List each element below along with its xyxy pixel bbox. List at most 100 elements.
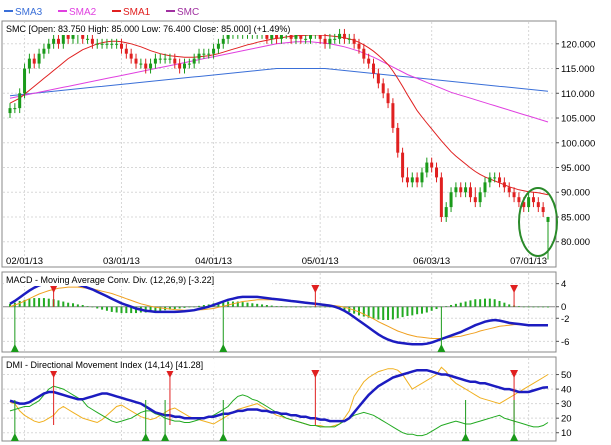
candle-body-92 xyxy=(454,187,458,193)
macd-histogram-bar-5 xyxy=(33,298,36,307)
legend-label-3: SMC xyxy=(177,7,199,18)
candle-body-38 xyxy=(192,58,196,64)
dmi-down-arrow-2 xyxy=(311,370,320,378)
date-tick-label-0: 02/01/13 xyxy=(6,256,43,267)
candle-body-22 xyxy=(115,43,119,45)
macd-histogram-bar-97 xyxy=(479,299,482,307)
price-ytick-label-6: 110.000 xyxy=(561,89,595,100)
macd-histogram-bar-58 xyxy=(290,306,293,308)
macd-histogram-bar-90 xyxy=(445,306,448,307)
macd-histogram-bar-80 xyxy=(396,306,399,319)
macd-ytick-label-1: 0 xyxy=(561,302,566,313)
candle-body-11 xyxy=(61,33,65,44)
dmi-up-arrow-5 xyxy=(510,433,519,441)
macd-histogram-bar-48 xyxy=(241,302,244,307)
dmi-ytick-label-4: 10 xyxy=(561,428,572,439)
legend-label-0: SMA3 xyxy=(15,7,43,18)
candle-body-18 xyxy=(95,43,99,45)
candle-body-86 xyxy=(425,162,429,173)
candle-body-41 xyxy=(207,53,211,55)
candle-body-25 xyxy=(129,53,133,59)
date-tick-label-5: 07/01/13 xyxy=(510,256,547,267)
dmi-up-arrow-0 xyxy=(10,433,19,441)
macd-histogram-bar-7 xyxy=(42,298,45,307)
macd-histogram-bar-43 xyxy=(217,302,220,307)
adx-line xyxy=(9,368,549,423)
date-tick-label-1: 03/01/13 xyxy=(103,256,140,267)
macd-histogram-bar-61 xyxy=(304,306,307,308)
candle-body-83 xyxy=(410,177,414,183)
price-ytick-label-8: 120.000 xyxy=(561,39,595,50)
macd-histogram-bar-4 xyxy=(28,298,31,307)
candle-body-97 xyxy=(478,192,482,203)
macd-histogram-bar-73 xyxy=(362,306,365,317)
date-tick-label-2: 04/01/13 xyxy=(195,256,232,267)
macd-histogram-bar-12 xyxy=(67,302,70,307)
candle-body-72 xyxy=(357,43,361,49)
macd-histogram-bar-95 xyxy=(469,300,472,307)
candle-body-87 xyxy=(430,162,434,168)
candle-body-2 xyxy=(18,93,22,109)
candle-body-33 xyxy=(168,58,172,60)
candle-body-90 xyxy=(444,207,448,217)
candle-body-80 xyxy=(396,127,400,153)
candle-body-13 xyxy=(71,33,75,39)
candle-body-29 xyxy=(149,63,153,69)
macd-histogram-bar-22 xyxy=(115,306,118,313)
candle-body-39 xyxy=(197,53,201,59)
macd-histogram-bar-111 xyxy=(547,306,549,308)
price-ytick-label-2: 90.000 xyxy=(561,188,590,199)
highlight-circle xyxy=(518,187,558,257)
dmi-down-arrow-1 xyxy=(165,370,174,378)
macd-histogram-bar-108 xyxy=(532,306,535,308)
dmi-up-arrow-4 xyxy=(461,433,470,441)
macd-histogram-bar-13 xyxy=(72,303,75,307)
macd-histogram-bar-100 xyxy=(493,299,496,307)
macd-histogram-bar-29 xyxy=(149,306,152,312)
macd-histogram-bar-65 xyxy=(324,306,327,308)
candle-body-98 xyxy=(483,182,487,193)
macd-histogram-bar-39 xyxy=(198,305,201,307)
dmi-header: DMI - Directional Movement Index (14,14)… xyxy=(6,360,203,370)
candle-body-19 xyxy=(100,43,104,45)
macd-down-arrow-1 xyxy=(311,285,320,293)
macd-histogram-bar-98 xyxy=(483,298,486,307)
candle-body-3 xyxy=(23,68,27,94)
macd-histogram-bar-105 xyxy=(517,306,520,307)
candle-body-35 xyxy=(178,63,182,69)
candle-body-27 xyxy=(139,63,143,65)
macd-histogram-bar-21 xyxy=(110,306,113,312)
macd-histogram-bar-6 xyxy=(38,298,41,307)
macd-histogram-bar-34 xyxy=(173,306,176,310)
macd-histogram-bar-101 xyxy=(498,300,501,307)
candle-body-24 xyxy=(124,48,128,54)
macd-histogram-bar-49 xyxy=(246,302,249,307)
candle-body-99 xyxy=(488,177,492,183)
candle-body-96 xyxy=(473,197,477,203)
candle-body-91 xyxy=(449,192,453,208)
dmi-down-arrow-3 xyxy=(510,370,519,378)
macd-histogram-bar-107 xyxy=(527,306,530,308)
macd-histogram-bar-64 xyxy=(319,306,322,308)
price-ytick-label-3: 95.000 xyxy=(561,163,590,174)
candle-body-61 xyxy=(304,38,308,40)
candle-body-110 xyxy=(541,207,545,213)
macd-histogram-bar-40 xyxy=(202,305,205,307)
candle-body-1 xyxy=(13,108,17,110)
macd-histogram-bar-30 xyxy=(154,306,157,312)
candle-body-74 xyxy=(367,58,371,64)
macd-histogram-bar-72 xyxy=(357,306,360,316)
macd-histogram-bar-86 xyxy=(425,306,428,313)
candle-body-42 xyxy=(212,48,216,54)
macd-histogram-bar-10 xyxy=(57,300,60,307)
macd-histogram-bar-3 xyxy=(23,299,26,307)
macd-histogram-bar-37 xyxy=(188,306,191,308)
macd-histogram-bar-45 xyxy=(227,301,230,307)
legend-label-1: SMA2 xyxy=(69,7,97,18)
price-header: SMC [Open: 83.750 High: 85.000 Low: 76.4… xyxy=(6,24,290,34)
candle-body-95 xyxy=(468,187,472,198)
macd-histogram-bar-53 xyxy=(265,305,268,307)
candle-body-66 xyxy=(328,38,332,44)
macd-histogram-bar-55 xyxy=(275,306,278,307)
